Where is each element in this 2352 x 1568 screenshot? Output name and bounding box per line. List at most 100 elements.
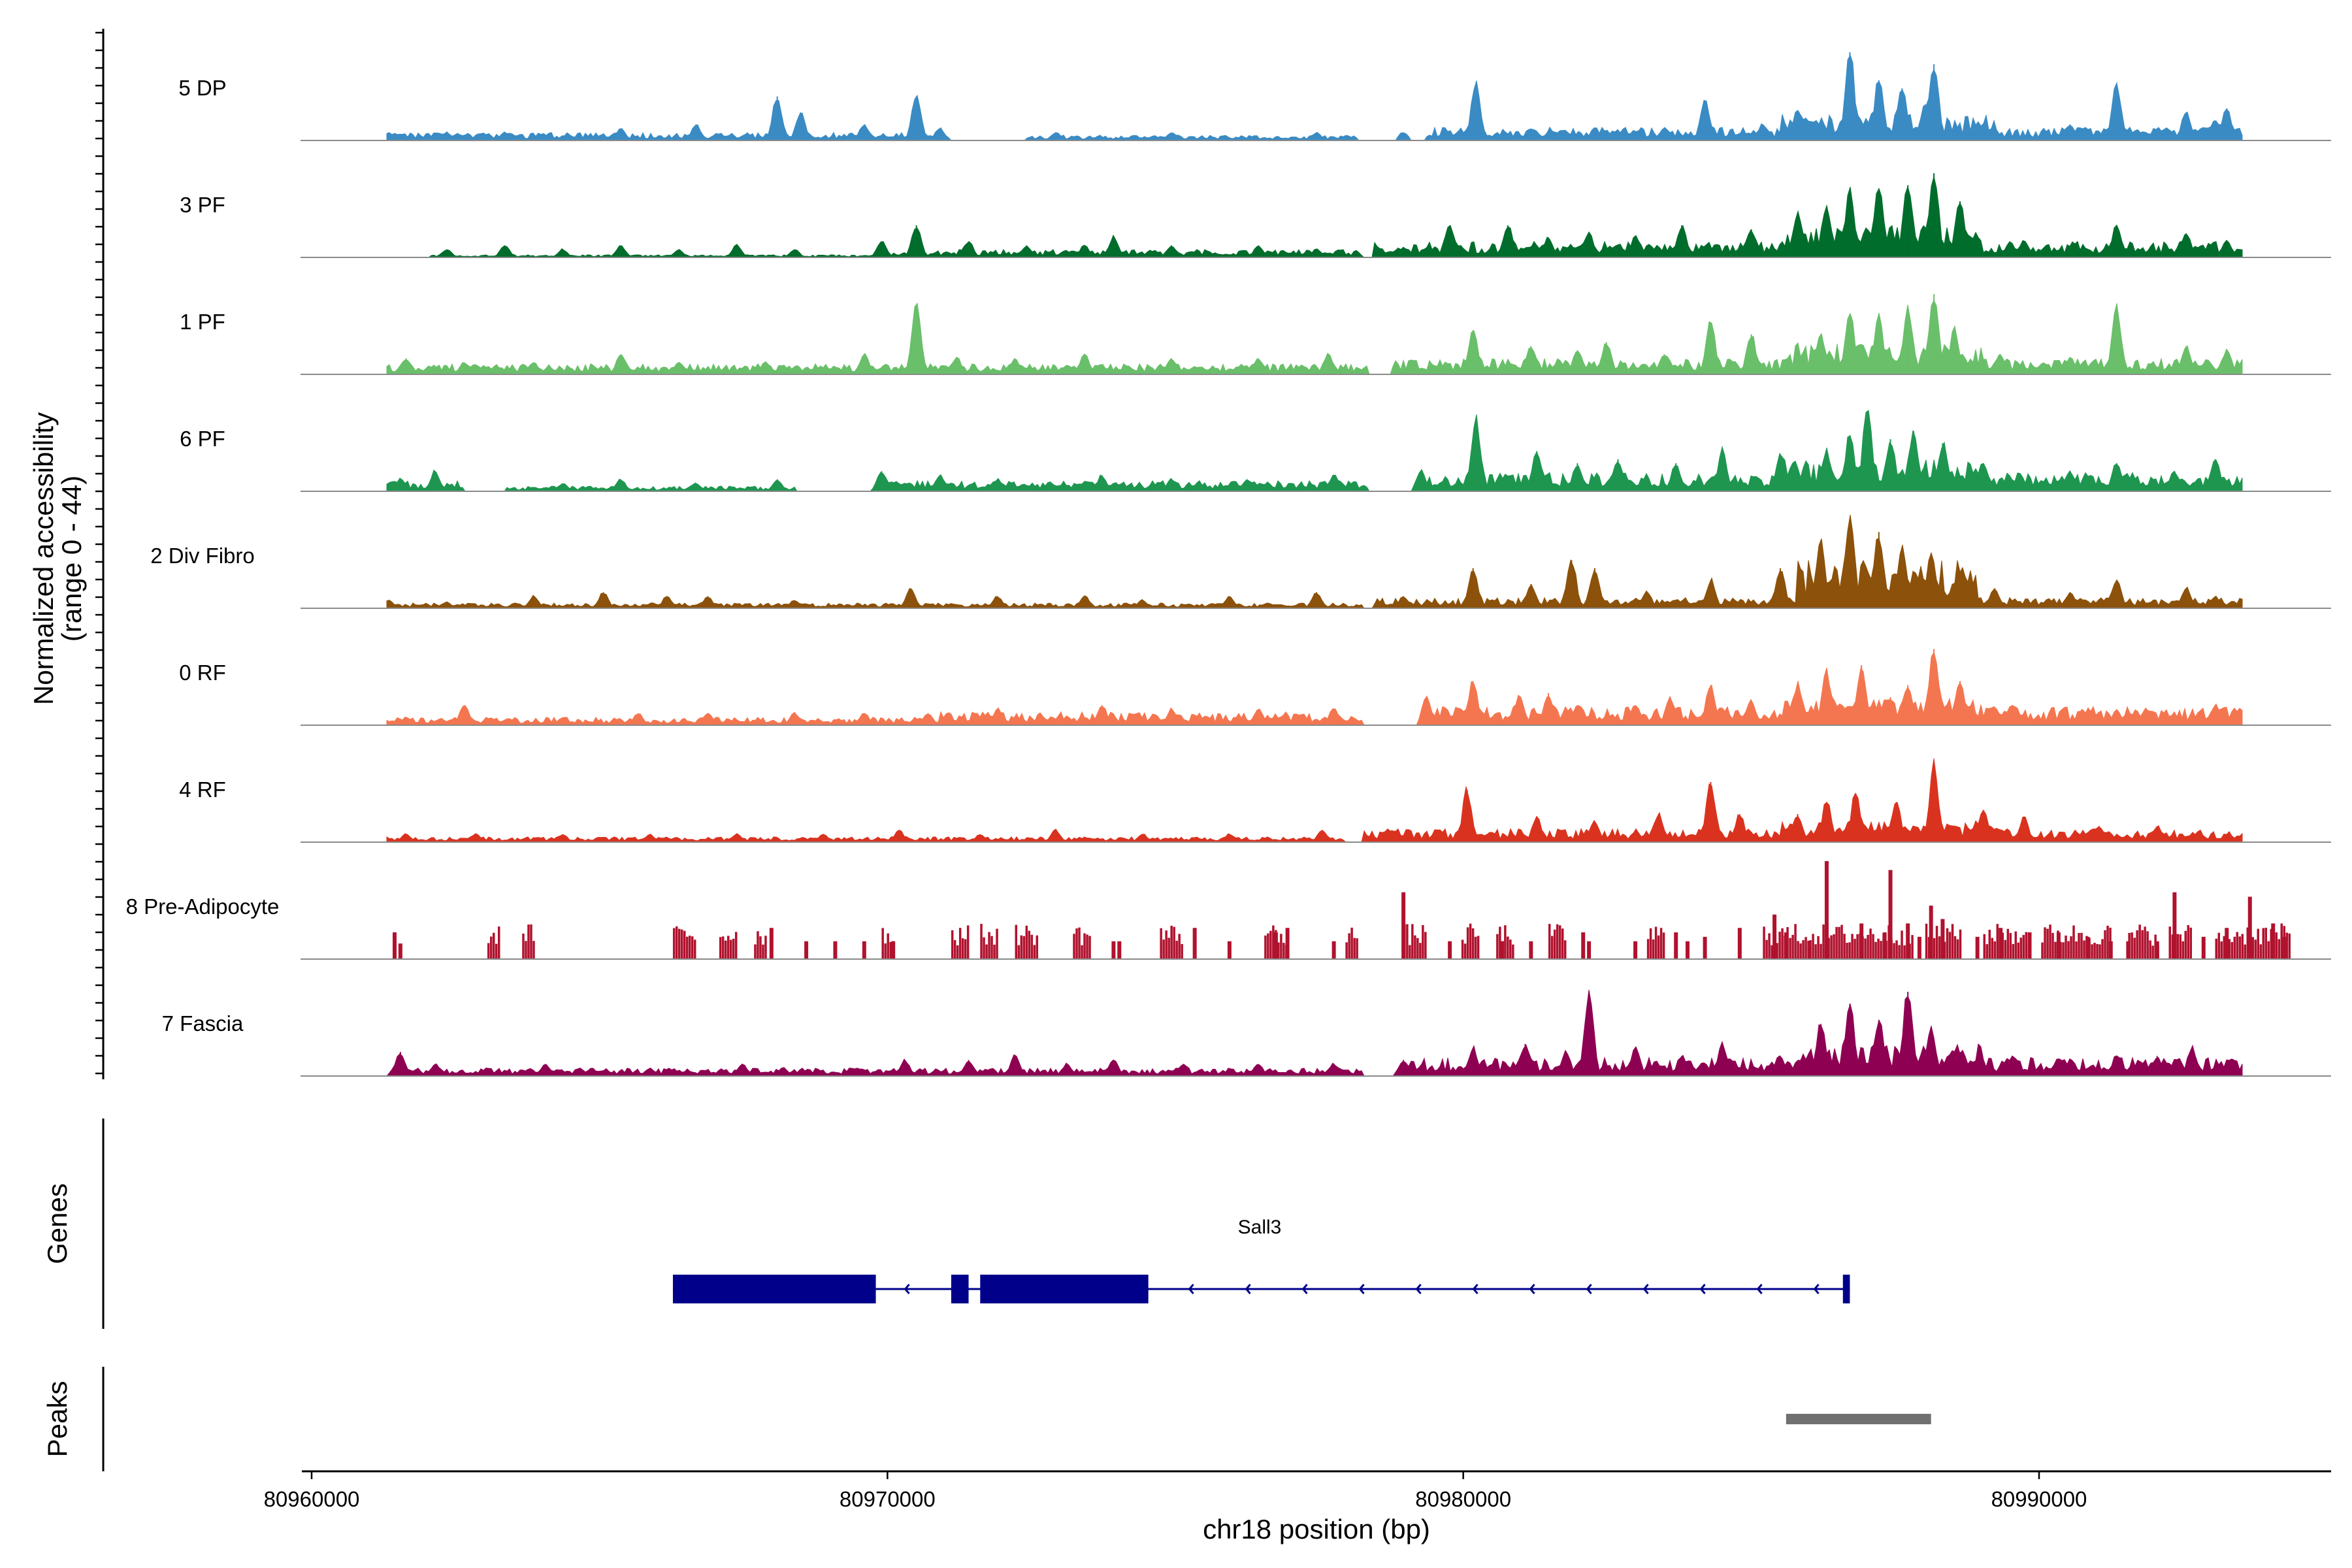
coverage-bar — [2280, 923, 2283, 959]
coverage-y-axis-range: (range 0 - 44) — [56, 476, 87, 642]
coverage-bar — [2138, 924, 2141, 959]
track-5-dp: 5 DP — [178, 52, 2331, 141]
coverage-bar — [2144, 926, 2146, 959]
coverage-bar — [2267, 941, 2270, 959]
coverage-bar — [1820, 943, 1822, 959]
coverage-bar — [1633, 941, 1638, 959]
coverage-bar — [1959, 929, 1962, 959]
strand-arrow — [1586, 1284, 1592, 1294]
coverage-bar — [1898, 945, 1901, 959]
coverage-bar — [2184, 930, 2187, 959]
coverage-bar — [881, 928, 884, 959]
coverage-bar — [1649, 928, 1652, 959]
coverage-bar — [1419, 943, 1422, 959]
coverage-bar — [1983, 934, 1986, 959]
coverage-y-ticks — [95, 31, 103, 1075]
coverage-bar — [2108, 941, 2113, 959]
gene-exon — [980, 1275, 1149, 1303]
peaks-panel-title: Peaks — [42, 1381, 73, 1458]
coverage-bar — [1078, 927, 1081, 959]
coverage-bar — [1168, 938, 1170, 959]
coverage-bar — [734, 932, 738, 959]
coverage-bar — [966, 925, 970, 959]
x-tick-label: 80990000 — [1991, 1487, 2087, 1511]
coverage-bar — [1548, 924, 1551, 959]
coverage-bar — [398, 943, 402, 959]
coverage-bar — [1903, 945, 1906, 959]
coverage-bar — [2044, 927, 2046, 959]
coverage-bar — [2078, 933, 2080, 959]
coverage-bar — [1791, 934, 1794, 959]
coverage-bar — [951, 930, 954, 959]
coverage-bar — [953, 939, 956, 959]
coverage-bar — [1784, 932, 1788, 959]
coverage-bar — [2246, 927, 2249, 959]
coverage-bar — [2189, 927, 2193, 959]
coverage-bar — [1422, 924, 1424, 959]
coverage-bar — [2179, 934, 2182, 959]
coverage-bar — [2223, 936, 2226, 959]
coverage-bar — [1851, 934, 1854, 959]
coverage-bar — [1512, 944, 1514, 959]
coverage-bar — [990, 936, 993, 959]
coverage-bar — [2155, 941, 2159, 959]
coverage-bar — [887, 933, 889, 959]
coverage-bar — [1499, 926, 1501, 959]
coverage-area — [386, 299, 2243, 375]
coverage-bar — [2217, 932, 2221, 959]
coverage-bar — [1906, 923, 1910, 959]
coverage-bar — [1893, 943, 1895, 959]
coverage-bar — [1685, 941, 1690, 959]
track-label: 3 PF — [180, 193, 225, 217]
coverage-bar — [2126, 941, 2131, 959]
coverage-bar — [492, 932, 495, 959]
coverage-bar — [1843, 934, 1846, 959]
coverage-area — [386, 410, 2243, 492]
coverage-bar — [721, 936, 725, 959]
coverage-bar — [759, 936, 762, 959]
coverage-bar — [1874, 941, 1877, 959]
coverage-bar — [495, 943, 498, 959]
strand-arrow — [1358, 1284, 1365, 1294]
coverage-bar — [1951, 924, 1954, 959]
coverage-bar — [2259, 944, 2262, 959]
coverage-bar — [2067, 941, 2070, 959]
coverage-bar — [2091, 944, 2093, 959]
track-label: 2 Div Fibro — [150, 544, 255, 568]
coverage-bar — [1581, 932, 1586, 959]
coverage-bar — [1331, 941, 1336, 959]
coverage-bar — [685, 936, 689, 959]
coverage-bar — [1925, 923, 1928, 959]
coverage-bar — [1975, 936, 1980, 959]
x-tick-label: 80970000 — [840, 1487, 936, 1511]
coverage-bar — [2083, 940, 2085, 959]
coverage-bar — [2009, 933, 2012, 959]
coverage-bar — [691, 936, 694, 959]
track-1-pf: 1 PF — [180, 294, 2331, 375]
coverage-bar — [980, 923, 983, 959]
coverage-bar — [1765, 939, 1768, 959]
coverage-bar — [1348, 933, 1350, 959]
coverage-bar — [2201, 936, 2206, 959]
coverage-bar — [2228, 939, 2231, 959]
coverage-bar — [1988, 930, 1991, 959]
strand-arrow — [904, 1284, 910, 1294]
coverage-bar — [1561, 928, 1564, 959]
coverage-bar — [961, 938, 964, 959]
coverage-bar — [1807, 940, 1810, 959]
coverage-bar — [983, 937, 985, 959]
coverage-bar — [2264, 928, 2268, 959]
coverage-area — [386, 758, 2243, 843]
coverage-bar — [1789, 938, 1791, 959]
coverage-bar — [1646, 939, 1650, 959]
coverage-bar — [678, 928, 681, 959]
coverage-bar — [1864, 938, 1867, 959]
coverage-bar — [2141, 930, 2144, 959]
coverage-bar — [1264, 935, 1267, 959]
coverage-bar — [2244, 944, 2247, 959]
coverage-bar — [2257, 928, 2260, 959]
coverage-y-axis — [95, 29, 105, 1079]
coverage-bar — [2019, 938, 2023, 959]
coverage-bar — [1162, 939, 1165, 959]
